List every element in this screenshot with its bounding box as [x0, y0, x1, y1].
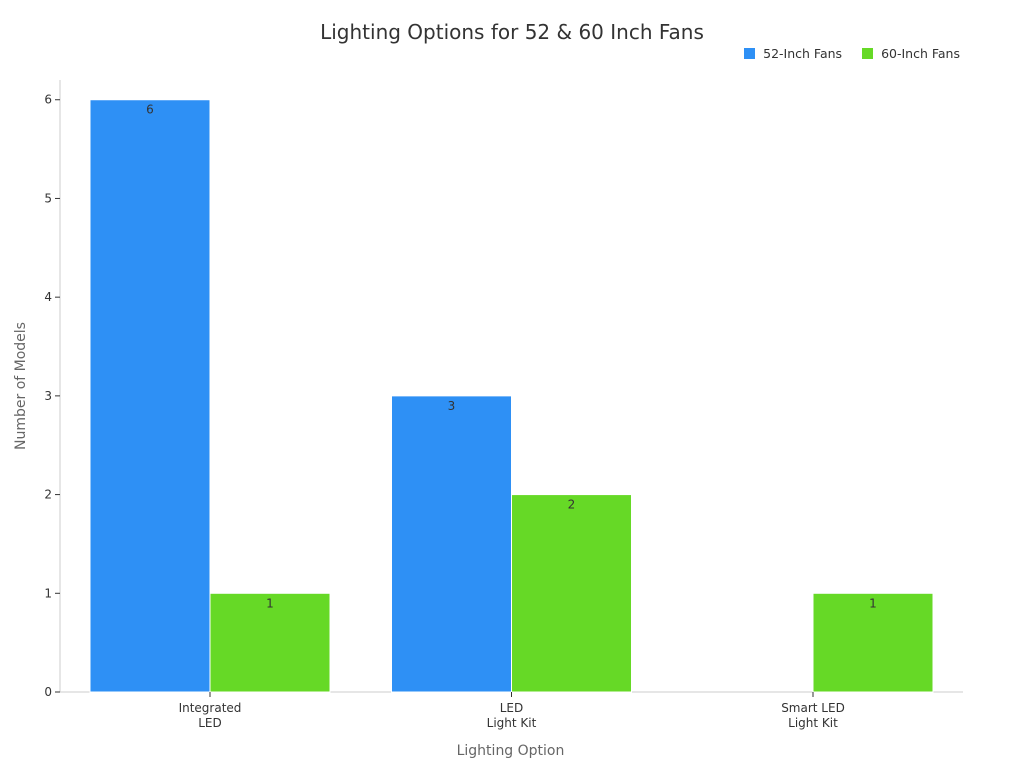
- data-label: 6: [146, 103, 154, 117]
- x-tick-label: Smart LED Light Kit: [781, 701, 845, 730]
- legend-swatch-60-inch: [862, 48, 874, 59]
- data-label: 2: [568, 498, 576, 512]
- x-tick-label: LED Light Kit: [487, 701, 537, 730]
- data-label: 1: [266, 596, 274, 610]
- legend: 52-Inch Fans 60-Inch Fans: [744, 46, 960, 61]
- y-tick-label: 5: [44, 191, 52, 205]
- y-tick-label: 6: [44, 93, 52, 107]
- y-tick-label: 0: [44, 685, 52, 699]
- legend-label-60-inch: 60-Inch Fans: [881, 46, 960, 61]
- y-tick-label: 2: [44, 488, 52, 502]
- legend-item-52-inch[interactable]: 52-Inch Fans: [744, 46, 842, 61]
- y-axis-title: Number of Models: [13, 322, 29, 450]
- bar: [511, 494, 632, 693]
- data-label: 3: [448, 399, 456, 413]
- chart-title: Lighting Options for 52 & 60 Inch Fans: [320, 20, 704, 44]
- legend-label-52-inch: 52-Inch Fans: [763, 46, 843, 61]
- y-tick-label: 3: [44, 389, 52, 403]
- y-tick-label: 1: [44, 586, 52, 600]
- legend-item-60-inch[interactable]: 60-Inch Fans: [862, 46, 960, 61]
- legend-swatch-52-inch: [744, 48, 756, 59]
- y-tick-label: 4: [44, 290, 52, 304]
- bar: [812, 592, 934, 693]
- x-axis-title: Lighting Option: [457, 743, 565, 759]
- data-label: 1: [869, 596, 877, 610]
- x-tick-label: Integrated LED: [179, 701, 242, 730]
- bar: [391, 395, 512, 693]
- bar: [89, 99, 211, 693]
- bar: [209, 592, 331, 693]
